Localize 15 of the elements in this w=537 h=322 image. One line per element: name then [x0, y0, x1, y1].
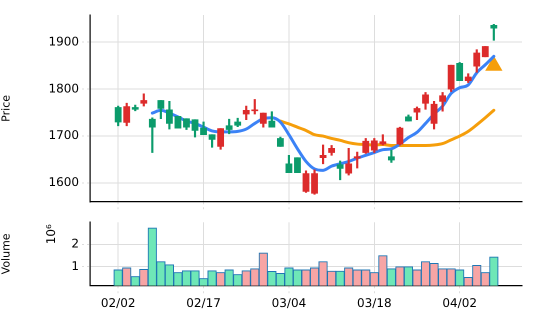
y-axis-title: Volume — [0, 233, 12, 274]
text: 10⁶ — [44, 224, 58, 244]
x-tick-label: 04/02 — [442, 296, 477, 310]
y-tick-label: 1600 — [48, 175, 79, 190]
x-tick-label: 03/18 — [357, 296, 392, 310]
y-tick-label: 1700 — [48, 128, 79, 142]
y-tick-label: 1900 — [48, 34, 79, 48]
y-tick-label: 2 — [71, 236, 79, 251]
candlestick — [482, 46, 489, 58]
y-axis-title: Price — [0, 94, 12, 122]
y-tick-label: 1 — [71, 258, 79, 273]
x-tick-label: 02/17 — [186, 296, 221, 310]
x-tick-label: 03/04 — [272, 296, 306, 310]
x-tick-label: 02/02 — [100, 296, 136, 310]
y-tick-label: 1800 — [48, 81, 79, 96]
